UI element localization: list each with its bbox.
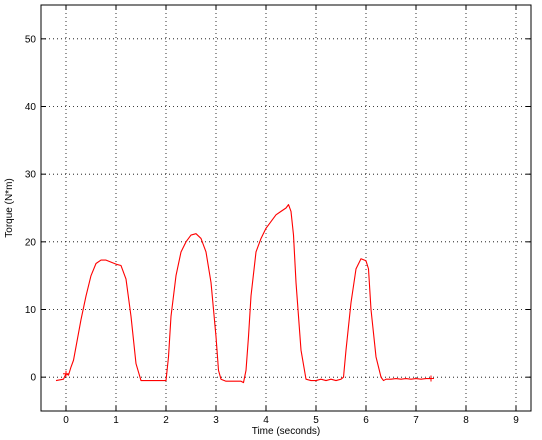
x-tick-label: 3 <box>213 415 219 426</box>
x-tick-label: 2 <box>163 415 169 426</box>
y-tick-label: 10 <box>25 305 37 316</box>
y-tick-label: 50 <box>25 34 37 45</box>
torque-series-line <box>55 204 431 384</box>
series-layer <box>55 204 434 384</box>
x-tick-label: 4 <box>263 415 269 426</box>
y-tick-label: 40 <box>25 102 37 113</box>
x-tick-label: 8 <box>463 415 469 426</box>
y-axis-label: Torque (N*m) <box>4 178 15 237</box>
y-tick-label: 0 <box>30 373 36 384</box>
x-tick-label: 9 <box>513 415 519 426</box>
y-tick-label: 20 <box>25 237 37 248</box>
x-tick-label: 6 <box>363 415 369 426</box>
series-start-marker <box>63 370 69 377</box>
x-tick-label: 1 <box>113 415 119 426</box>
series-end-marker <box>428 375 434 382</box>
x-tick-label: 5 <box>313 415 319 426</box>
y-tick-label: 30 <box>25 170 37 181</box>
x-tick-label: 0 <box>63 415 69 426</box>
plot-frame <box>40 4 532 412</box>
x-tick-label: 7 <box>413 415 419 426</box>
x-axis-label: Time (seconds) <box>252 426 321 437</box>
grid-lines <box>41 5 531 411</box>
ticks: 0 1 2 3 4 5 6 7 8 9 0 10 20 30 40 50 <box>25 5 531 426</box>
